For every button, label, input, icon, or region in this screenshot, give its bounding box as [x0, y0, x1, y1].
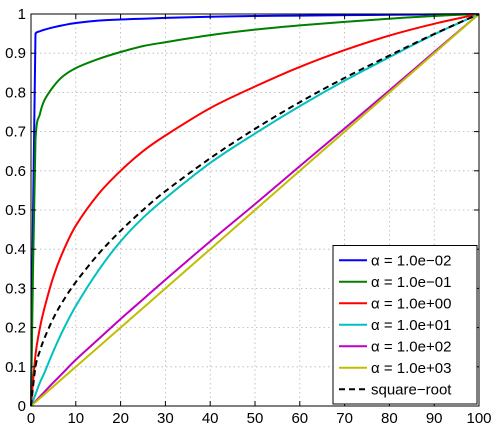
y-tick-label: 0.1: [5, 359, 26, 376]
x-tick-label: 30: [157, 410, 174, 427]
legend-label: α = 1.0e+01: [371, 317, 451, 334]
axis-ticks: 0 10 20 30 40 50 60 70 80 90 100 0 0.1 0.2 0.3 0.4 0.5 0.…: [5, 6, 491, 427]
x-tick-label: 60: [291, 410, 308, 427]
x-tick-label: 70: [336, 410, 353, 427]
x-tick-label: 20: [112, 410, 129, 427]
y-tick-label: 0.9: [5, 45, 26, 62]
series-line-2: [30, 13, 480, 407]
x-tick-label: 100: [466, 410, 491, 427]
legend-label: α = 1.0e−02: [371, 252, 451, 269]
legend: α = 1.0e−02 α = 1.0e−01 α = 1.0e+00 α = 1.0…: [332, 245, 478, 405]
x-tick-label: 50: [247, 410, 264, 427]
y-tick-label: 1: [18, 6, 26, 23]
y-tick-label: 0.5: [5, 202, 26, 219]
series-line-3: [30, 13, 480, 407]
legend-label: α = 1.0e+00: [371, 295, 451, 312]
legend-label: α = 1.0e+03: [371, 360, 451, 377]
y-tick-label: 0: [18, 398, 26, 415]
series-line-1: [30, 13, 480, 407]
legend-label: α = 1.0e−01: [371, 274, 451, 291]
x-tick-label: 0: [27, 410, 35, 427]
y-tick-label: 0.7: [5, 124, 26, 141]
y-tick-label: 0.4: [5, 241, 26, 258]
x-tick-label: 90: [426, 410, 443, 427]
x-tick-label: 80: [381, 410, 398, 427]
legend-label: α = 1.0e+02: [371, 338, 451, 355]
y-tick-label: 0.3: [5, 280, 26, 297]
y-tick-label: 0.6: [5, 163, 26, 180]
x-tick-label: 40: [202, 410, 219, 427]
y-tick-label: 0.2: [5, 320, 26, 337]
legend-label: square−root: [371, 381, 452, 398]
series-line-4: [30, 13, 480, 407]
series-line-5: [30, 13, 480, 407]
y-tick-label: 0.8: [5, 84, 26, 101]
x-tick-label: 10: [67, 410, 84, 427]
